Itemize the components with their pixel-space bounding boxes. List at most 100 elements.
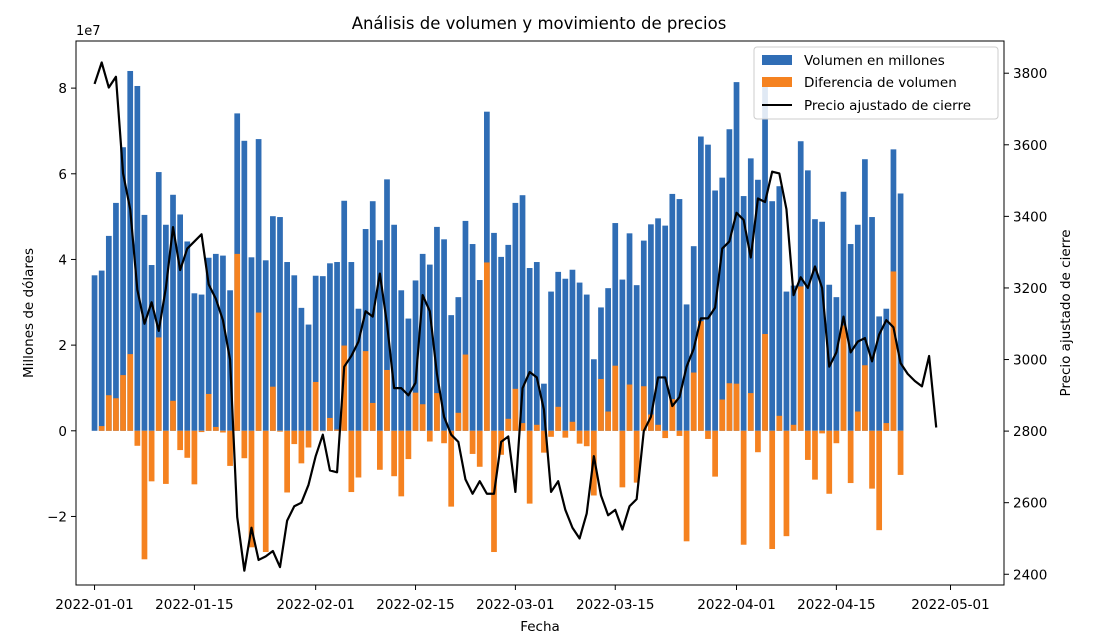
volume-bar xyxy=(569,269,576,431)
volume-bar xyxy=(662,225,669,431)
difference-bar xyxy=(548,430,554,437)
volume-bar xyxy=(455,297,462,431)
volume-bar xyxy=(819,221,825,431)
legend-label-price: Precio ajustado de cierre xyxy=(804,98,971,114)
difference-bar xyxy=(227,430,233,466)
volume-bar xyxy=(512,202,519,431)
difference-bar xyxy=(883,423,890,431)
difference-bar xyxy=(455,412,462,431)
difference-bar xyxy=(876,430,883,531)
difference-bar xyxy=(698,321,704,431)
volume-bar xyxy=(426,264,433,431)
volume-bar xyxy=(833,297,840,431)
difference-bar xyxy=(155,337,162,431)
difference-bar xyxy=(205,393,212,431)
difference-bar xyxy=(255,312,262,431)
difference-bar xyxy=(441,430,447,444)
y-tick-label: −2 xyxy=(47,509,67,525)
y2-tick-label: 2600 xyxy=(1013,496,1047,512)
legend-swatch-volume xyxy=(762,55,792,65)
x-axis-label: Fecha xyxy=(520,619,560,635)
y-axis-label: Millones de dólares xyxy=(21,248,37,378)
y-tick-label: 8 xyxy=(58,81,67,97)
difference-bar xyxy=(291,430,298,445)
difference-bar xyxy=(726,383,733,431)
volume-bar xyxy=(191,293,198,431)
difference-bar xyxy=(98,426,105,431)
volume-bar xyxy=(262,260,269,431)
volume-bar xyxy=(362,229,369,431)
legend: Volumen en millones Diferencia de volume… xyxy=(753,46,999,120)
difference-bar xyxy=(241,430,248,459)
volume-bar xyxy=(248,257,255,431)
difference-bar xyxy=(341,345,348,431)
volume-bar xyxy=(448,315,455,431)
volume-bar xyxy=(690,246,697,431)
difference-bar xyxy=(655,424,661,431)
difference-bar xyxy=(541,430,547,453)
volume-bar xyxy=(205,257,212,431)
volume-bar xyxy=(655,218,661,431)
volume-bar xyxy=(555,271,562,431)
x-tick-label: 2022-01-15 xyxy=(155,597,233,613)
y2-axis-label: Precio ajustado de cierre xyxy=(1058,229,1074,396)
y2-tick-label: 3800 xyxy=(1013,66,1047,82)
plot-frame xyxy=(75,40,1005,586)
volume-bar xyxy=(148,265,155,431)
difference-bar xyxy=(113,398,119,431)
difference-bar xyxy=(298,430,305,464)
x-tick-label: 2022-02-15 xyxy=(376,597,454,613)
volume-bar xyxy=(127,70,134,431)
volume-bar xyxy=(319,276,326,431)
y-axis-right: 2400 2600 2800 3000 3200 3400 3600 3800 xyxy=(1004,66,1047,583)
difference-bar xyxy=(348,430,355,493)
volume-bar xyxy=(113,202,119,431)
difference-bar xyxy=(847,430,854,484)
volume-bar xyxy=(598,307,604,431)
volume-bar xyxy=(198,294,205,431)
difference-bar xyxy=(762,333,768,431)
volume-bar xyxy=(241,140,248,431)
x-tick-label: 2022-04-01 xyxy=(697,597,775,613)
difference-bar xyxy=(362,351,369,431)
difference-bar xyxy=(804,430,811,460)
volume-bar xyxy=(562,278,569,431)
difference-bar xyxy=(163,430,169,484)
difference-bar xyxy=(398,430,405,497)
difference-bar xyxy=(484,262,490,431)
volume-bar xyxy=(755,179,761,431)
difference-bar xyxy=(327,417,333,431)
difference-bar xyxy=(840,325,847,431)
volume-bar xyxy=(619,279,626,431)
chart-title: Análisis de volumen y movimiento de prec… xyxy=(352,14,727,33)
volume-bar xyxy=(548,291,554,431)
difference-bar xyxy=(391,430,397,477)
difference-bar xyxy=(705,430,711,439)
volume-bar xyxy=(212,253,219,431)
volume-bar xyxy=(255,139,262,431)
volume-bar xyxy=(740,196,747,431)
volume-bar xyxy=(498,256,504,431)
x-tick-label: 2022-03-01 xyxy=(476,597,554,613)
volume-bar xyxy=(384,179,390,431)
difference-bar xyxy=(769,430,776,550)
volume-bar xyxy=(155,172,162,431)
volume-bar xyxy=(776,186,783,431)
difference-bar xyxy=(755,430,761,453)
volume-bar xyxy=(220,255,226,431)
volume-bar xyxy=(526,268,533,431)
volume-bar xyxy=(177,214,183,431)
difference-bar xyxy=(170,400,176,431)
volume-bar xyxy=(612,223,619,431)
volume-bar xyxy=(591,359,597,431)
difference-bar xyxy=(555,406,562,431)
difference-bar xyxy=(890,271,897,431)
x-tick-label: 2022-05-01 xyxy=(911,597,989,613)
volume-bar xyxy=(434,226,440,431)
volume-bar xyxy=(897,193,904,431)
volume-bar xyxy=(576,282,583,431)
volume-bar xyxy=(533,262,540,431)
volume-bar xyxy=(462,220,469,431)
difference-bar xyxy=(312,381,319,431)
difference-bar xyxy=(648,414,654,431)
